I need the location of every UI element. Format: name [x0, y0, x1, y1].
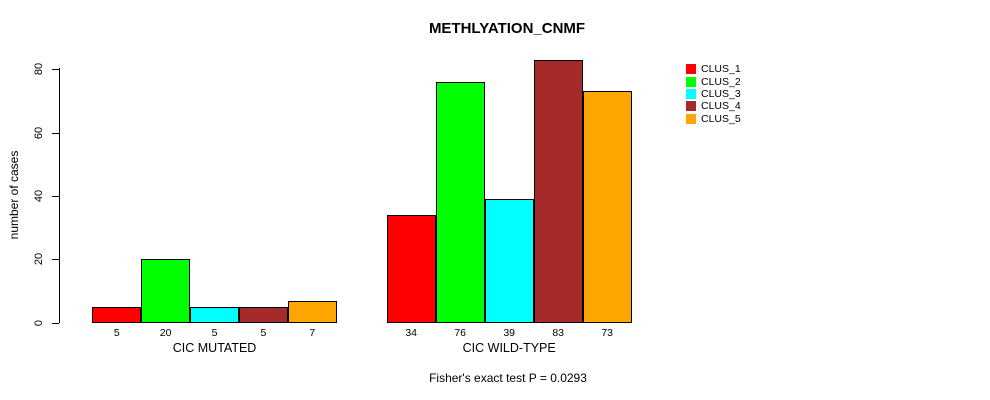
bar-value-label-clus-3-cic-wild-type: 39 — [503, 327, 516, 339]
y-tick-label-80: 80 — [33, 62, 45, 76]
legend-label-clus-1: CLUS_1 — [701, 63, 741, 76]
legend-swatch-clus-1 — [686, 64, 696, 75]
legend-item-clus-3: CLUS_3 — [686, 88, 741, 100]
bar-value-label-clus-1-cic-mutated: 5 — [113, 327, 120, 339]
bar-value-label-clus-2-cic-wild-type: 76 — [454, 327, 467, 339]
bar-value-label-clus-1-cic-wild-type: 34 — [405, 327, 418, 339]
legend-swatch-clus-5 — [686, 113, 696, 124]
legend-label-clus-3: CLUS_3 — [701, 87, 741, 100]
y-tick-label-20: 20 — [33, 253, 45, 266]
bar-clus-5-cic-mutated — [287, 300, 337, 323]
legend-swatch-clus-2 — [686, 76, 696, 87]
y-axis-label: number of cases — [7, 150, 21, 240]
bar-value-label-clus-2-cic-mutated: 20 — [159, 327, 172, 339]
legend-item-clus-2: CLUS_2 — [686, 75, 741, 88]
group-label-cic-wild-type: CIC WILD-TYPE — [462, 341, 556, 355]
bar-value-label-clus-5-cic-mutated: 7 — [309, 327, 316, 339]
legend-item-clus-5: CLUS_5 — [686, 113, 741, 125]
bar-clus-5-cic-wild-type — [582, 91, 632, 323]
legend-swatch-clus-3 — [686, 88, 696, 99]
y-tick-0 — [52, 322, 59, 324]
bar-value-label-clus-3-cic-mutated: 5 — [211, 327, 218, 339]
bar-clus-2-cic-mutated — [141, 259, 191, 323]
legend-label-clus-4: CLUS_4 — [701, 100, 741, 113]
y-tick-60 — [52, 132, 59, 134]
bar-value-label-clus-4-cic-wild-type: 83 — [552, 327, 565, 339]
legend-item-clus-4: CLUS_4 — [686, 100, 741, 112]
bar-clus-3-cic-mutated — [190, 306, 239, 323]
bar-value-label-clus-5-cic-wild-type: 73 — [601, 327, 614, 339]
y-tick-label-60: 60 — [33, 126, 45, 139]
y-tick-40 — [52, 195, 59, 197]
chart-title: METHLYATION_CNMF — [428, 20, 586, 37]
bar-clus-2-cic-wild-type — [435, 81, 485, 323]
bar-clus-1-cic-wild-type — [386, 214, 436, 323]
stat-test-caption: Fisher's exact test P = 0.0293 — [429, 371, 587, 385]
legend-swatch-clus-4 — [686, 101, 696, 112]
legend-label-clus-5: CLUS_5 — [701, 112, 741, 125]
bar-clus-3-cic-wild-type — [484, 199, 534, 323]
y-tick-80 — [52, 69, 59, 71]
legend-label-clus-2: CLUS_2 — [701, 75, 741, 88]
y-tick-label-40: 40 — [33, 189, 45, 203]
legend: CLUS_1 CLUS_2 CLUS_3 CLUS_4 CLUS_5 — [686, 63, 741, 125]
y-tick-label-0: 0 — [33, 319, 45, 326]
legend-item-clus-1: CLUS_1 — [686, 63, 741, 75]
bar-clus-4-cic-wild-type — [533, 59, 583, 323]
y-axis-line — [59, 68, 60, 323]
bar-value-label-clus-4-cic-mutated: 5 — [260, 327, 267, 339]
bar-clus-1-cic-mutated — [92, 306, 142, 323]
y-tick-20 — [52, 259, 59, 261]
group-label-cic-mutated: CIC MUTATED — [172, 341, 257, 355]
bar-clus-4-cic-mutated — [239, 306, 288, 323]
